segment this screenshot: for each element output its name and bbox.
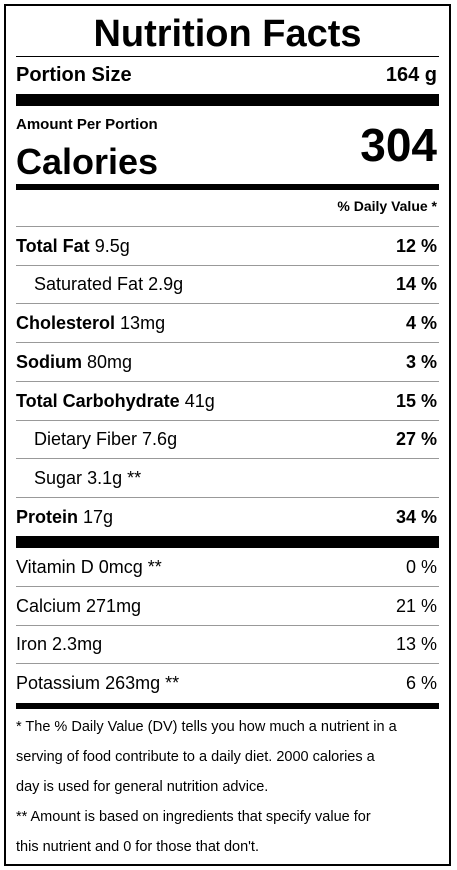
label-title: Nutrition Facts [93,13,362,55]
vitamin-dv: 21 % [395,595,437,616]
portion-size-value: 164 g [385,63,437,86]
nutrient-amount: 17g [83,506,114,527]
vitamin-dv: 13 % [395,633,437,654]
nutrient-text: Cholesterol 13mg [16,313,165,334]
portion-size-row: Portion Size 164 g [16,58,439,92]
row-divider [16,663,439,664]
footnote-line-4: ** Amount is based on ingredients that s… [16,809,371,825]
nutrient-text: Sugar 3.1g ** [16,468,141,489]
nutrient-amount: 3.1g ** [87,467,142,488]
nutrient-amount: 80mg [87,351,133,372]
nutrient-name: Sodium [16,351,82,372]
row-divider [16,265,439,266]
nutrient-dv: 3 % [405,351,437,372]
row-divider [16,458,439,459]
nutrient-text: Dietary Fiber 7.6g [16,429,177,450]
nutrient-amount: 2.9g [148,273,184,294]
row-divider [16,420,439,421]
vitamin-text: Vitamin D 0mcg ** [16,557,162,578]
nutrient-text: Total Carbohydrate 41g [16,391,215,412]
footnote-divider [16,703,439,709]
portion-size-label: Portion Size [16,63,132,86]
footnote-line-5: this nutrient and 0 for those that don't… [16,839,259,855]
nutrient-text: Total Fat 9.5g [16,236,130,257]
calories-label: Calories [16,141,159,182]
vitamin-amount: 2.3mg [52,633,103,654]
vitamin-text: Calcium 271mg [16,596,141,617]
footnote-line-2: serving of food contribute to a daily di… [16,749,375,765]
calories-value: 304 [360,119,437,171]
nutrient-name: Sugar [34,467,83,488]
nutrient-name: Protein [16,506,79,527]
label-content: Nutrition Facts Portion Size 164 g Amoun… [16,6,439,864]
row-divider [16,586,439,587]
nutrient-dv: 14 % [395,273,437,294]
row-divider [16,303,439,304]
footnote-line-1: * The % Daily Value (DV) tells you how m… [16,719,397,735]
vitamin-row-calcium: Calcium 271mg 21 % [16,587,439,625]
nutrient-row-total-carbohydrate: Total Carbohydrate 41g 15 % [16,382,439,420]
vitamin-name: Iron [16,633,48,654]
nutrient-name: Total Carbohydrate [16,390,180,411]
thick-divider-middle [16,536,439,548]
vitamin-row-potassium: Potassium 263mg ** 6 % [16,664,439,702]
vitamin-amount: 271mg [86,595,142,616]
vitamin-name: Vitamin D [16,556,94,577]
thick-divider-top [16,94,439,106]
row-divider [16,381,439,382]
vitamin-text: Iron 2.3mg [16,634,102,655]
vitamin-name: Potassium [16,672,101,693]
vitamin-row-iron: Iron 2.3mg 13 % [16,625,439,663]
vitamin-row-vitamin-d: Vitamin D 0mcg ** 0 % [16,548,439,586]
nutrient-dv: 4 % [405,312,437,333]
row-divider [16,342,439,343]
vitamin-dv: 0 % [405,556,437,577]
vitamin-amount: 0mcg ** [98,556,162,577]
nutrient-dv: 27 % [395,428,437,449]
nutrient-dv: 12 % [395,235,437,256]
nutrient-name: Total Fat [16,235,90,256]
vitamin-name: Calcium [16,595,82,616]
nutrient-text: Sodium 80mg [16,352,132,373]
nutrition-label: Nutrition Facts Portion Size 164 g Amoun… [4,4,451,866]
nutrient-dv: 34 % [395,506,437,527]
nutrient-text: Saturated Fat 2.9g [16,274,183,295]
nutrient-name: Cholesterol [16,312,116,333]
nutrient-amount: 7.6g [142,428,178,449]
title-divider [16,56,439,57]
nutrient-row-sugar: Sugar 3.1g ** [16,459,439,497]
calories-divider [16,184,439,190]
nutrient-dv: 15 % [395,390,437,411]
footnote-line-3: day is used for general nutrition advice… [16,779,269,795]
nutrient-row-sodium: Sodium 80mg 3 % [16,343,439,381]
vitamin-dv: 6 % [405,672,437,693]
row-divider [16,497,439,498]
nutrient-row-cholesterol: Cholesterol 13mg 4 % [16,304,439,342]
nutrient-row-saturated-fat: Saturated Fat 2.9g 14 % [16,265,439,303]
nutrient-row-total-fat: Total Fat 9.5g 12 % [16,227,439,265]
nutrient-amount: 9.5g [94,235,130,256]
row-divider [16,625,439,626]
nutrient-name: Saturated Fat [34,273,144,294]
vitamin-amount: 263mg ** [105,672,180,693]
row-divider [16,226,439,227]
nutrient-name: Dietary Fiber [34,428,138,449]
amount-per-portion: Amount Per Portion [16,116,158,133]
vitamin-text: Potassium 263mg ** [16,673,179,694]
nutrient-row-dietary-fiber: Dietary Fiber 7.6g 27 % [16,420,439,458]
nutrient-amount: 41g [184,390,215,411]
nutrient-amount: 13mg [120,312,166,333]
nutrient-text: Protein 17g [16,507,113,528]
nutrient-row-protein: Protein 17g 34 % [16,498,439,536]
daily-value-header: % Daily Value * [337,198,437,214]
